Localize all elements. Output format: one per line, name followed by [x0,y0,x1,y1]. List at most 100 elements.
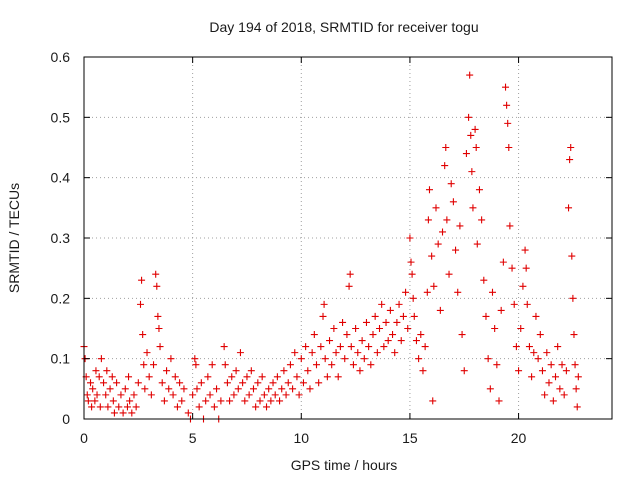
y-tick-label: 0.1 [51,351,71,367]
data-point [532,312,540,320]
data-point [150,361,158,369]
data-point [349,361,357,369]
data-point [376,325,384,332]
data-point [409,294,417,302]
data-point [291,349,299,357]
data-point [502,83,510,91]
data-point [96,403,104,411]
data-point [178,397,186,405]
data-point [167,355,175,363]
data-point [352,325,360,332]
data-point [482,312,490,320]
data-point [406,234,414,242]
data-point [508,264,516,272]
data-point [143,349,151,357]
data-point [543,349,551,357]
data-point [176,379,184,387]
data-point [163,367,171,375]
data-point [223,379,231,387]
data-point [117,391,125,399]
data-point [369,331,377,339]
data-point [97,355,105,363]
data-point [486,385,494,393]
data-point [195,403,203,411]
data-point [397,337,405,345]
data-point [173,403,181,411]
data-point [308,349,316,357]
data-point [358,337,366,345]
data-point [412,337,420,345]
data-point [315,379,323,387]
data-point [123,403,131,411]
data-point [467,131,475,139]
data-point [217,397,225,405]
data-point [304,367,312,375]
data-point [128,409,136,417]
data-point [267,397,275,405]
data-point [393,318,401,326]
data-point [206,391,214,399]
data-point [341,355,349,363]
data-point [538,367,546,375]
data-point [478,216,486,224]
data-point [510,300,518,308]
y-tick-label: 0.3 [51,230,71,246]
data-point [154,312,162,320]
data-point [339,318,347,326]
data-point [230,391,238,399]
data-point [574,373,582,381]
data-point [345,282,353,290]
data-point [536,331,544,339]
data-point [547,361,555,369]
data-point [428,252,436,260]
data-point [286,361,294,369]
data-point [323,373,331,381]
data-point [523,300,531,308]
data-point [245,391,253,399]
data-point [293,373,301,381]
data-point [271,391,279,399]
data-point [378,300,386,308]
data-point [269,379,277,387]
data-point [429,397,437,405]
data-point [160,397,168,405]
data-point [282,391,290,399]
data-point [471,125,479,133]
data-point [562,367,570,375]
data-point [213,385,221,393]
x-tick-label: 5 [189,430,197,446]
data-point [330,325,338,332]
data-point [260,391,268,399]
data-point [556,385,564,393]
data-point [493,361,501,369]
data-point [515,367,523,375]
data-point [346,270,354,278]
data-point [442,144,450,151]
data-points [80,71,582,423]
data-point [141,385,149,393]
y-axis-label: SRMTID / TECUs [6,183,22,293]
data-point [100,379,108,387]
data-point [410,312,418,320]
data-point [276,397,284,405]
data-point [180,385,188,393]
data-point [521,246,529,254]
data-point [121,385,129,393]
x-tick-label: 10 [293,430,309,446]
data-point [256,397,264,405]
data-point [356,367,364,375]
data-point [247,367,255,375]
data-point [184,409,192,417]
data-point [106,385,114,393]
data-point [495,397,503,405]
data-point [220,343,228,351]
data-point [221,361,229,369]
data-point [136,300,144,308]
data-point [297,355,305,363]
data-point [171,373,179,381]
data-point [512,343,520,351]
data-point [165,385,173,393]
y-tick-label: 0 [62,411,70,427]
data-point [458,331,466,339]
data-point [469,204,477,212]
